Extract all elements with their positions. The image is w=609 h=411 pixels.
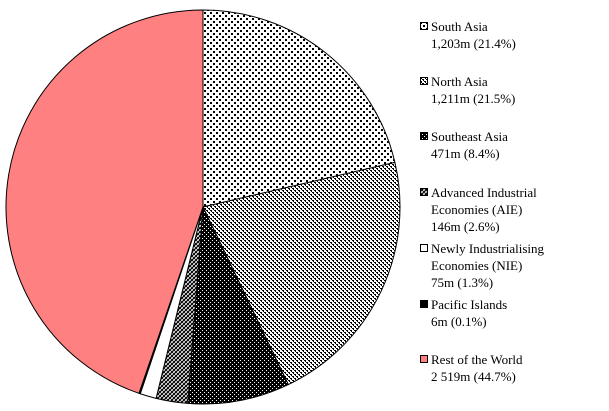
legend-label: North Asia — [431, 74, 488, 89]
legend-entry: Newly Industrialising Economies (NIE) 75m… — [420, 240, 570, 291]
legend-swatch-box — [420, 132, 428, 140]
legend-label: Rest of the World — [431, 352, 523, 367]
legend-swatch-box — [420, 300, 428, 308]
value-label: 75m (1.3%) — [431, 275, 494, 290]
legend-swatch-box — [420, 188, 428, 196]
legend-swatch-box — [420, 355, 428, 363]
value-label: 6m (0.1%) — [431, 314, 487, 329]
legend-label: Newly Industrialising Economies (NIE) — [431, 241, 545, 273]
legend-swatch — [420, 300, 428, 308]
legend-entry: Pacific Islands 6m (0.1%) — [420, 296, 570, 330]
pie-slice — [5, 9, 204, 394]
legend-label: South Asia — [431, 19, 488, 34]
value-label: 2 519m (44.7%) — [431, 369, 516, 384]
legend-swatch-box — [420, 77, 428, 85]
value-label: 471m (8.4%) — [431, 146, 500, 161]
pie-area — [5, 9, 401, 405]
legend-swatch — [420, 22, 428, 30]
legend-entry: South Asia 1,203m (21.4%) — [420, 18, 570, 52]
legend-entry: Rest of the World 2 519m (44.7%) — [420, 351, 570, 385]
legend-entry: Advanced Industrial Economies (AIE) 146m … — [420, 184, 570, 235]
legend-label: Pacific Islands — [431, 297, 508, 312]
value-label: 1,203m (21.4%) — [431, 36, 516, 51]
legend-entry: Southeast Asia 471m (8.4%) — [420, 128, 570, 162]
legend-label: Advanced Industrial Economies (AIE) — [431, 185, 537, 217]
legend-swatch — [420, 132, 428, 140]
legend-entry: North Asia 1,211m (21.5%) — [420, 73, 570, 107]
value-label: 146m (2.6%) — [431, 219, 500, 234]
legend-swatch — [420, 77, 428, 85]
legend-label: Southeast Asia — [431, 129, 508, 144]
pie-slice — [202, 161, 401, 386]
legend-swatch-box — [420, 22, 428, 30]
pie-slice — [187, 205, 290, 405]
legend-swatch — [420, 188, 428, 196]
value-label: 1,211m (21.5%) — [431, 91, 516, 106]
legend-swatch-box — [420, 244, 428, 252]
legend-swatch — [420, 355, 428, 363]
legend-swatch — [420, 244, 428, 252]
pie-slice — [202, 9, 396, 208]
